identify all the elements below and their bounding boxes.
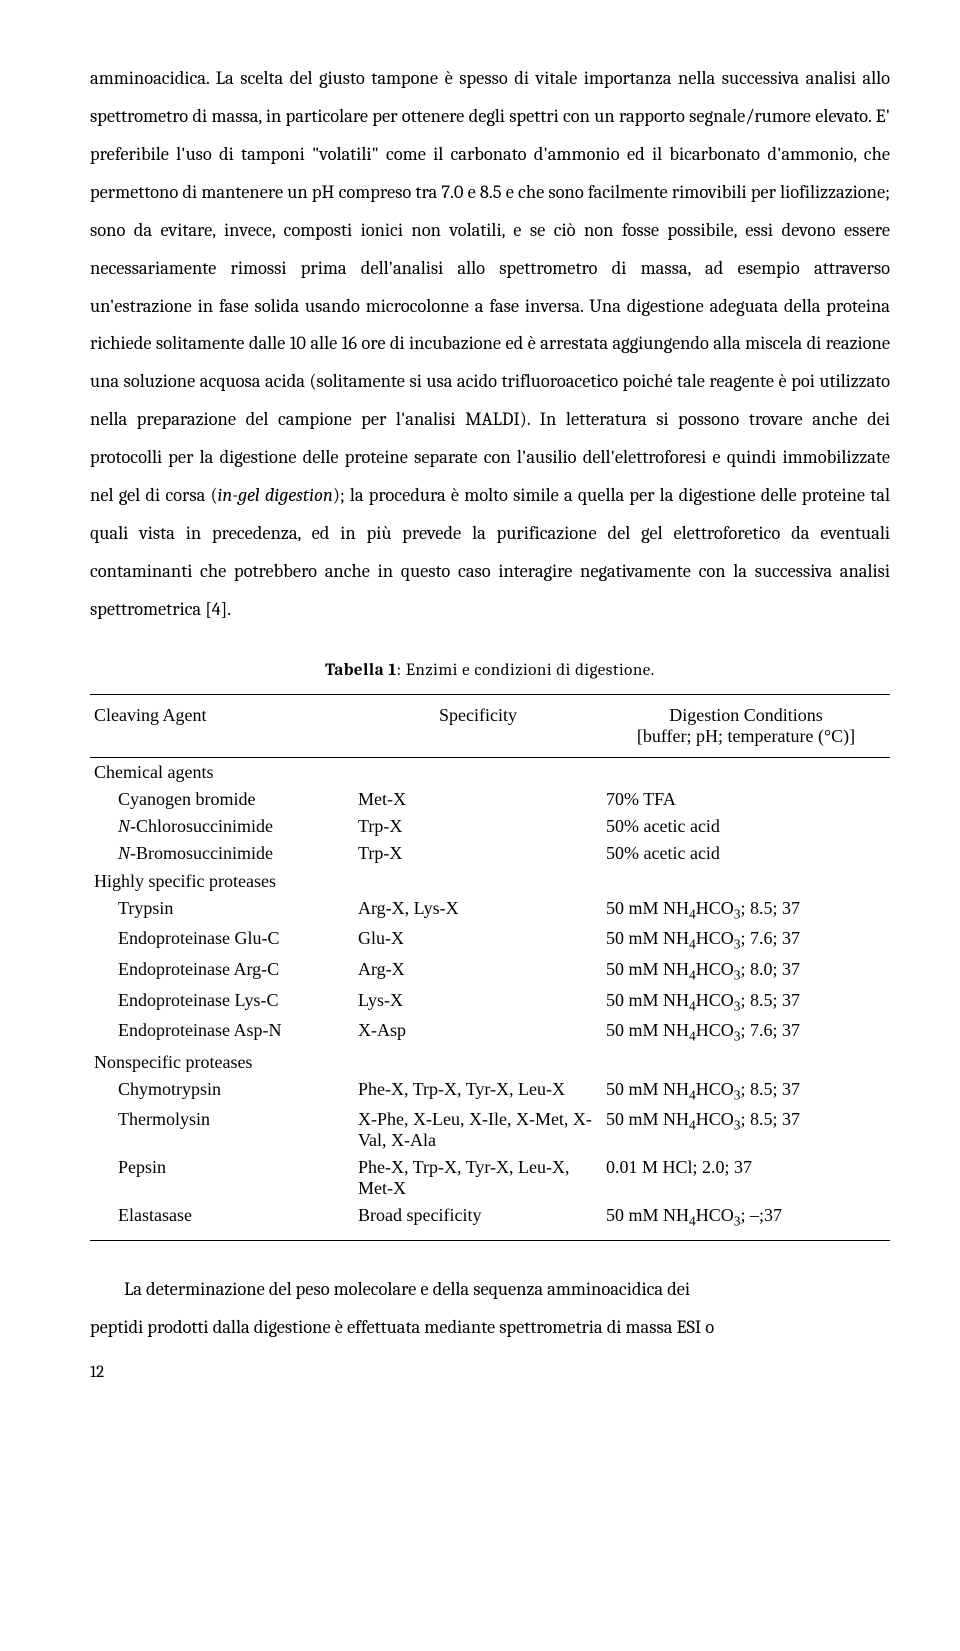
cell-agent: Elastasase xyxy=(90,1202,354,1240)
section-title: Nonspecific proteases xyxy=(90,1048,890,1076)
table-row: PepsinPhe-X, Trp-X, Tyr-X, Leu-X, Met-X0… xyxy=(90,1154,890,1202)
table-section-row: Chemical agents xyxy=(90,757,890,786)
section-title: Chemical agents xyxy=(90,757,890,786)
caption-bold: Tabella 1 xyxy=(325,661,396,680)
cell-agent: Pepsin xyxy=(90,1154,354,1202)
section-title: Highly specific proteases xyxy=(90,867,890,895)
table-row: Endoproteinase Lys-CLys-X50 mM NH4HCO3; … xyxy=(90,987,890,1018)
cell-spec: Phe-X, Trp-X, Tyr-X, Leu-X, Met-X xyxy=(354,1154,602,1202)
table-row: TrypsinArg-X, Lys-X50 mM NH4HCO3; 8.5; 3… xyxy=(90,895,890,926)
table-row: ChymotrypsinPhe-X, Trp-X, Tyr-X, Leu-X50… xyxy=(90,1076,890,1107)
table-row: Endoproteinase Glu-CGlu-X50 mM NH4HCO3; … xyxy=(90,925,890,956)
table-row: Endoproteinase Arg-CArg-X50 mM NH4HCO3; … xyxy=(90,956,890,987)
cell-cond: 50% acetic acid xyxy=(602,840,890,867)
cell-cond: 50 mM NH4HCO3; 8.5; 37 xyxy=(602,895,890,926)
closing-line-1: La determinazione del peso molecolare e … xyxy=(90,1271,890,1309)
digestion-table: Cleaving Agent Specificity Digestion Con… xyxy=(90,694,890,1241)
cell-cond: 50 mM NH4HCO3; 8.0; 37 xyxy=(602,956,890,987)
table-caption: Tabella 1: Enzimi e condizioni di digest… xyxy=(90,661,890,680)
cell-spec: X-Phe, X-Leu, X-Ile, X-Met, X-Val, X-Ala xyxy=(354,1106,602,1154)
table-header-row: Cleaving Agent Specificity Digestion Con… xyxy=(90,694,890,757)
cell-agent: Endoproteinase Arg-C xyxy=(90,956,354,987)
th-cond-top: Digestion Conditions xyxy=(606,705,886,726)
cell-spec: X-Asp xyxy=(354,1017,602,1048)
cell-spec: Lys-X xyxy=(354,987,602,1018)
cell-agent: N-Bromosuccinimide xyxy=(90,840,354,867)
caption-rest: : Enzimi e condizioni di digestione. xyxy=(397,661,655,680)
table-row: Endoproteinase Asp-NX-Asp50 mM NH4HCO3; … xyxy=(90,1017,890,1048)
cell-cond: 50 mM NH4HCO3; 8.5; 37 xyxy=(602,1106,890,1154)
closing-line-2: peptidi prodotti dalla digestione è effe… xyxy=(90,1309,890,1347)
cell-cond: 50 mM NH4HCO3; 8.5; 37 xyxy=(602,1076,890,1107)
cell-spec: Met-X xyxy=(354,786,602,813)
table-section-row: Highly specific proteases xyxy=(90,867,890,895)
cell-agent: Thermolysin xyxy=(90,1106,354,1154)
table-row: Cyanogen bromideMet-X70% TFA xyxy=(90,786,890,813)
cell-spec: Glu-X xyxy=(354,925,602,956)
cell-spec: Broad specificity xyxy=(354,1202,602,1240)
para1-a: amminoacidica. La scelta del giusto tamp… xyxy=(90,67,890,506)
cell-agent: Endoproteinase Asp-N xyxy=(90,1017,354,1048)
th-agent: Cleaving Agent xyxy=(90,694,354,757)
cell-spec: Arg-X, Lys-X xyxy=(354,895,602,926)
table-row: ElastasaseBroad specificity50 mM NH4HCO3… xyxy=(90,1202,890,1240)
cell-cond: 50 mM NH4HCO3; 8.5; 37 xyxy=(602,987,890,1018)
cell-cond: 70% TFA xyxy=(602,786,890,813)
cell-spec: Phe-X, Trp-X, Tyr-X, Leu-X xyxy=(354,1076,602,1107)
cell-spec: Trp-X xyxy=(354,813,602,840)
cell-cond: 50 mM NH4HCO3; 7.6; 37 xyxy=(602,1017,890,1048)
table-section-row: Nonspecific proteases xyxy=(90,1048,890,1076)
cell-spec: Arg-X xyxy=(354,956,602,987)
table-row: ThermolysinX-Phe, X-Leu, X-Ile, X-Met, X… xyxy=(90,1106,890,1154)
cell-cond: 0.01 M HCl; 2.0; 37 xyxy=(602,1154,890,1202)
cell-agent: Endoproteinase Glu-C xyxy=(90,925,354,956)
table-row: N-ChlorosuccinimideTrp-X50% acetic acid xyxy=(90,813,890,840)
main-paragraph: amminoacidica. La scelta del giusto tamp… xyxy=(90,60,890,629)
page-number: 12 xyxy=(90,1363,890,1382)
cell-agent: Endoproteinase Lys-C xyxy=(90,987,354,1018)
table-row: N-BromosuccinimideTrp-X50% acetic acid xyxy=(90,840,890,867)
cell-agent: Chymotrypsin xyxy=(90,1076,354,1107)
cell-cond: 50 mM NH4HCO3; 7.6; 37 xyxy=(602,925,890,956)
cell-agent: N-Chlorosuccinimide xyxy=(90,813,354,840)
table-body: Chemical agentsCyanogen bromideMet-X70% … xyxy=(90,757,890,1240)
cell-agent: Cyanogen bromide xyxy=(90,786,354,813)
th-cond-sub: [buffer; pH; temperature (°C)] xyxy=(606,726,886,747)
cell-spec: Trp-X xyxy=(354,840,602,867)
para1-italic: in-gel digestion xyxy=(218,484,333,506)
th-cond: Digestion Conditions [buffer; pH; temper… xyxy=(602,694,890,757)
cell-agent: Trypsin xyxy=(90,895,354,926)
th-spec: Specificity xyxy=(354,694,602,757)
cell-cond: 50 mM NH4HCO3; –;37 xyxy=(602,1202,890,1240)
cell-cond: 50% acetic acid xyxy=(602,813,890,840)
